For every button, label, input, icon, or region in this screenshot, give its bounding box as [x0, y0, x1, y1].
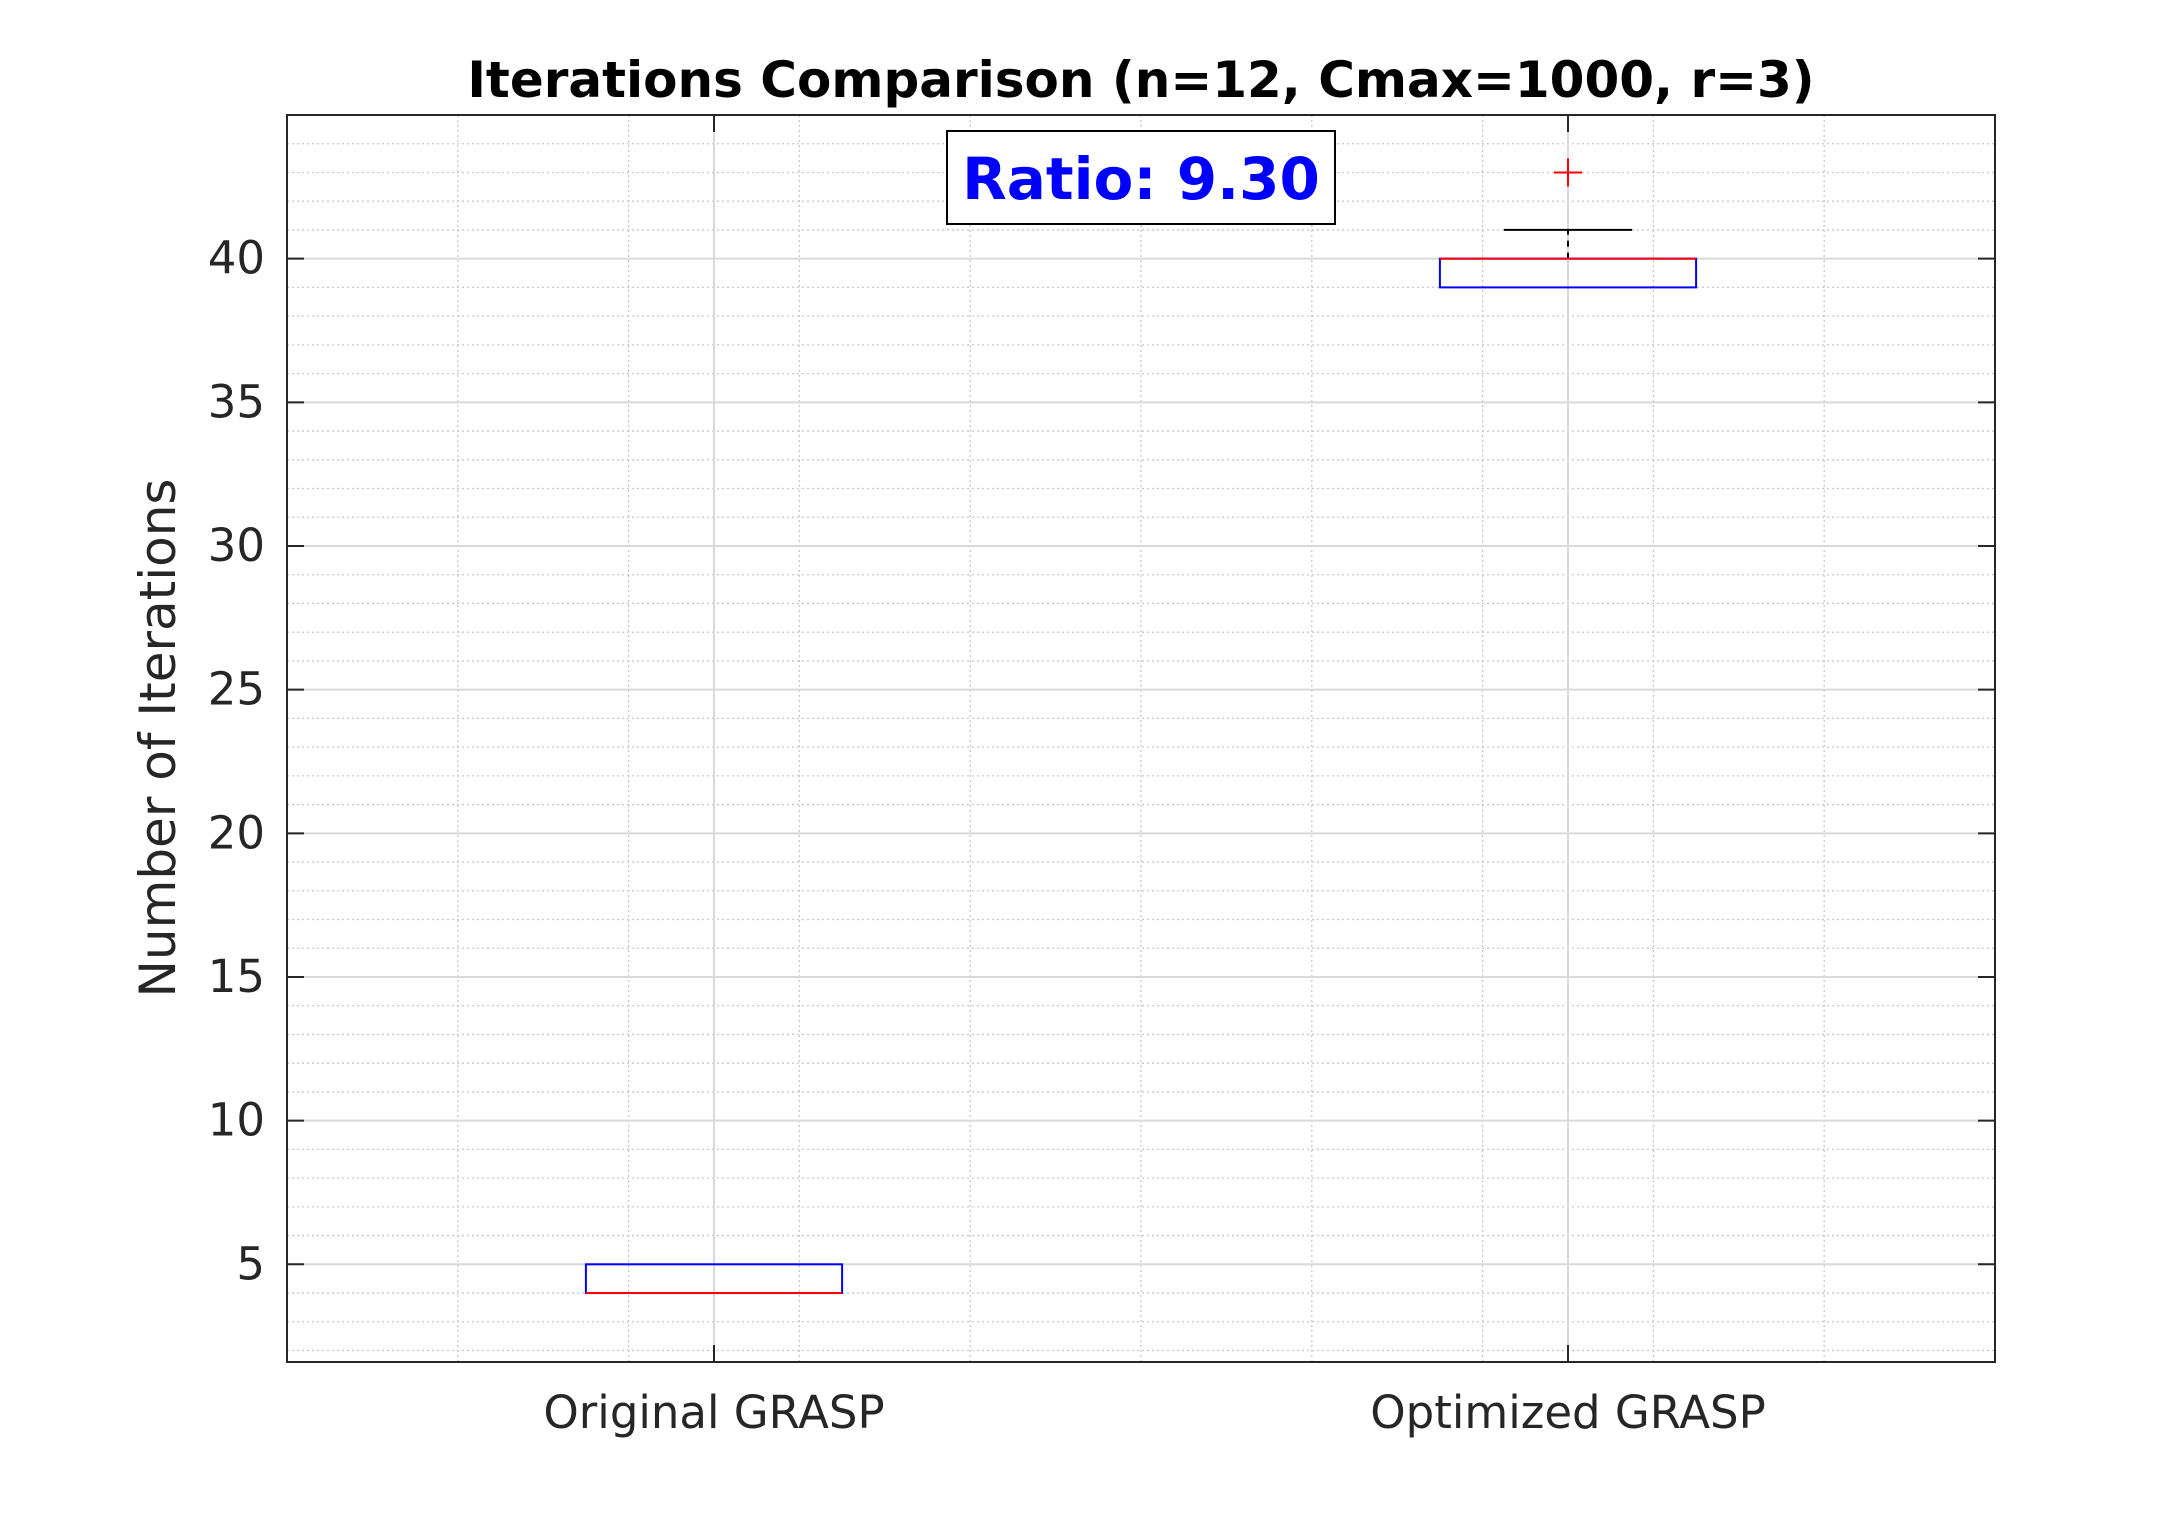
- y-tick-label: 35: [208, 375, 265, 428]
- ratio-annotation-box: [946, 130, 1336, 225]
- ratio-annotation-text: Ratio: 9.30: [962, 145, 1320, 213]
- ratio-annotation: Ratio: 9.30: [946, 130, 1336, 225]
- y-tick-label: 40: [208, 232, 265, 285]
- y-tick-label: 25: [208, 663, 265, 716]
- y-axis-label: Number of Iterations: [129, 479, 187, 998]
- x-tick-labels: Original GRASP Optimized GRASP: [543, 1386, 1765, 1439]
- x-tick-label: Original GRASP: [543, 1386, 884, 1439]
- y-tick-label: 5: [236, 1237, 265, 1290]
- box-original: [584, 1263, 844, 1295]
- y-tick-labels: 5 10 15 20 25 30 35 40: [208, 232, 265, 1291]
- y-tick-label: 20: [208, 806, 265, 859]
- plot-frame: [286, 114, 1996, 1363]
- plot-area: [287, 115, 1995, 1362]
- chart-title: Iterations Comparison (n=12, Cmax=1000, …: [467, 51, 1814, 109]
- major-grid: [287, 115, 1995, 1362]
- y-tick-label: 15: [208, 950, 265, 1003]
- y-tick-label: 10: [208, 1094, 265, 1147]
- ticks: [287, 115, 1995, 1362]
- boxes: [584, 158, 1698, 1295]
- outlier-marker: [1554, 158, 1582, 187]
- y-tick-label: 30: [208, 519, 265, 572]
- x-tick-label: Optimized GRASP: [1370, 1386, 1765, 1439]
- box-optimized: [1438, 158, 1698, 289]
